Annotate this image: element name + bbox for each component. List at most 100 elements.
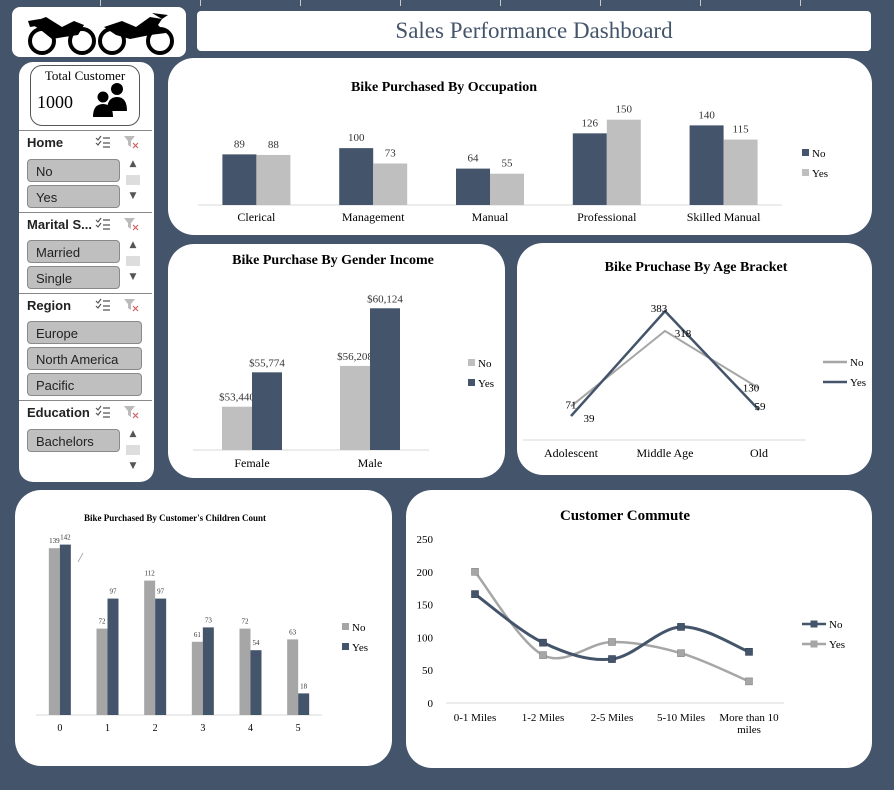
sheet-gridline (300, 0, 301, 6)
multi-select-icon[interactable] (95, 298, 111, 312)
clear-filter-icon[interactable] (123, 135, 139, 149)
slicer-item-married[interactable]: Married (27, 240, 120, 263)
data-label: 97 (157, 588, 165, 596)
data-label: $53,440 (219, 392, 255, 404)
data-label: 130 (743, 382, 760, 394)
slicer-item-bachelors[interactable]: Bachelors (27, 429, 120, 452)
bar (490, 173, 524, 205)
multi-select-icon[interactable] (95, 405, 111, 419)
y-tick-label: 50 (422, 665, 434, 677)
age-bracket-chart-panel: Bike Pruchase By Age Bracket 71 318 130 39 38… (517, 243, 872, 475)
legend-swatch (342, 643, 349, 650)
data-label: $56,208 (337, 351, 373, 363)
data-marker (677, 623, 685, 631)
multi-select-icon[interactable] (95, 135, 111, 149)
data-marker (677, 649, 685, 657)
sheet-gridline (500, 0, 501, 6)
data-label: 139 (49, 537, 60, 545)
slicer-title: Education (27, 405, 90, 420)
filter-sidebar: Total Customer 1000 Home No Yes ▲ ▼ Marit… (19, 62, 154, 482)
logo (12, 7, 186, 57)
category-label: Old (750, 446, 768, 460)
region-slicer: Region Europe North America Pacific (19, 293, 152, 399)
occupation-chart-panel: Bike Purchased By Occupation 89 88 Clerical… (168, 58, 872, 235)
sheet-gridline (400, 0, 401, 6)
data-label: 97 (110, 588, 118, 596)
slicer-item-north-america[interactable]: North America (27, 347, 142, 370)
data-label: 54 (253, 639, 261, 647)
data-label: 112 (145, 570, 156, 578)
page-title: Sales Performance Dashboard (395, 18, 673, 43)
slicer-item-home-no[interactable]: No (27, 159, 120, 182)
slicer-item-single[interactable]: Single (27, 266, 120, 289)
sheet-gridline (800, 0, 801, 6)
dashboard-title-box: Sales Performance Dashboard (197, 11, 871, 51)
bar (606, 119, 641, 205)
category-label: 1 (105, 723, 110, 734)
bar (222, 154, 257, 205)
category-label: Male (358, 456, 383, 470)
legend-label: Yes (352, 642, 368, 654)
category-label: Manual (472, 210, 509, 224)
category-label: More than 10 (719, 712, 779, 724)
data-marker (539, 651, 547, 659)
clear-filter-icon[interactable] (123, 298, 139, 312)
legend-swatch (802, 169, 809, 176)
clear-filter-icon[interactable] (123, 405, 139, 419)
bar (155, 598, 167, 715)
category-label: 2-5 Miles (591, 712, 633, 724)
slicer-item-pacific[interactable]: Pacific (27, 373, 142, 396)
bar (96, 628, 108, 715)
kpi-value: 1000 (37, 92, 73, 112)
slicer-scrollbar[interactable]: ▲ ▼ (126, 240, 140, 290)
sheet-gridline (200, 0, 201, 6)
legend-label: Yes (812, 168, 828, 180)
category-label: Adolescent (544, 446, 599, 460)
data-label: 73 (205, 616, 213, 624)
category-label: Clerical (237, 210, 276, 224)
slicer-title: Marital S... (27, 217, 93, 232)
bar (252, 372, 282, 450)
bar (222, 406, 252, 450)
legend-label: No (478, 358, 492, 370)
legend-swatch (342, 623, 349, 630)
bar (250, 650, 262, 715)
slicer-scrollbar[interactable]: ▲ ▼ (126, 429, 140, 479)
users-icon (93, 83, 127, 117)
data-label: 140 (698, 109, 715, 121)
occupation-bar-chart: Bike Purchased By Occupation 89 88 Clerical… (198, 80, 828, 224)
legend-marker (810, 640, 818, 648)
data-label: $60,124 (367, 293, 403, 305)
commute-chart-panel: Customer Commute 0 50 100 150 200 250 0-1 Miles… (406, 490, 872, 768)
bar (107, 598, 119, 715)
category-label: Management (342, 210, 405, 224)
data-label: 71 (566, 399, 577, 411)
data-label: 89 (234, 138, 246, 150)
data-label: 115 (733, 124, 750, 136)
category-label: 0 (57, 723, 62, 734)
bar (202, 627, 214, 715)
bar (287, 639, 299, 715)
multi-select-icon[interactable] (95, 217, 111, 231)
chart-title: Bike Purchased By Customer's Children Co… (84, 513, 266, 523)
category-label: 5-10 Miles (657, 712, 705, 724)
data-marker (539, 638, 547, 647)
data-label: 72 (242, 618, 250, 626)
bar (572, 133, 607, 205)
data-label: 55 (502, 158, 514, 170)
legend-label: Yes (850, 377, 866, 389)
slicer-item-home-yes[interactable]: Yes (27, 185, 120, 208)
data-marker (745, 677, 753, 686)
y-tick-label: 0 (428, 698, 434, 710)
sheet-gridline (600, 0, 601, 6)
motorcycle-icon (28, 13, 174, 55)
education-slicer: Education Bachelors ▲ ▼ (19, 400, 152, 480)
data-label: 318 (675, 328, 692, 340)
clear-filter-icon[interactable] (123, 217, 139, 231)
slicer-item-europe[interactable]: Europe (27, 321, 142, 344)
slicer-scrollbar[interactable]: ▲ ▼ (126, 159, 140, 209)
data-label: 100 (348, 132, 365, 144)
bar (59, 544, 71, 715)
series-line (570, 329, 760, 408)
data-label: 142 (60, 534, 71, 542)
